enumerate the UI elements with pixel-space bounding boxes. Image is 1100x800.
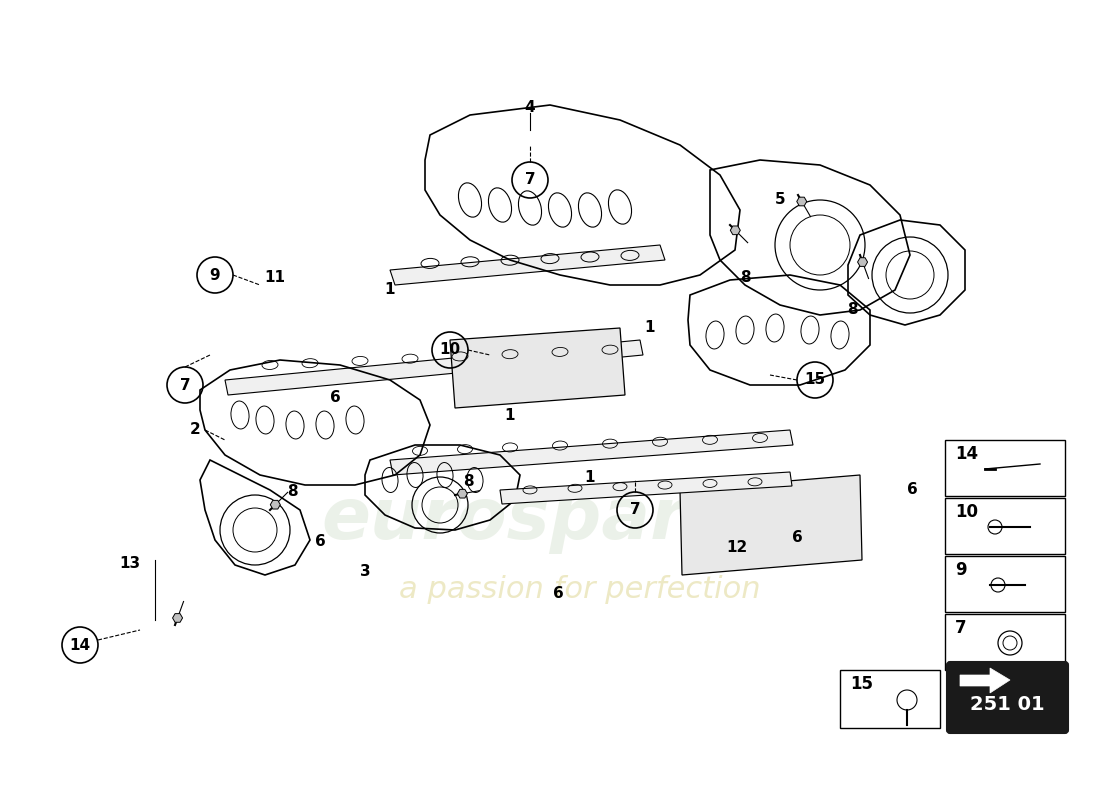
Polygon shape xyxy=(271,500,281,509)
Text: 1: 1 xyxy=(385,282,395,298)
Text: 9: 9 xyxy=(210,267,220,282)
Text: 1: 1 xyxy=(585,470,595,486)
Bar xyxy=(945,556,1065,612)
Text: 14: 14 xyxy=(955,445,978,463)
Text: eurospares: eurospares xyxy=(321,486,779,554)
Polygon shape xyxy=(730,226,740,234)
Text: 2: 2 xyxy=(189,422,200,438)
Text: 5: 5 xyxy=(774,193,785,207)
Text: 8: 8 xyxy=(463,474,473,490)
Text: 10: 10 xyxy=(955,503,978,521)
Text: 6: 6 xyxy=(330,390,340,406)
FancyBboxPatch shape xyxy=(947,662,1068,733)
Text: 6: 6 xyxy=(906,482,917,498)
Polygon shape xyxy=(450,328,625,408)
Polygon shape xyxy=(960,668,1010,693)
Text: 14: 14 xyxy=(69,638,90,653)
Text: 3: 3 xyxy=(360,565,371,579)
Text: 6: 6 xyxy=(315,534,326,550)
Text: 1: 1 xyxy=(505,407,515,422)
Text: 8: 8 xyxy=(739,270,750,286)
Bar xyxy=(945,614,1065,670)
Text: 7: 7 xyxy=(179,378,190,393)
Text: 7: 7 xyxy=(955,619,967,637)
Text: 7: 7 xyxy=(629,502,640,518)
Text: 7: 7 xyxy=(525,173,536,187)
Text: 15: 15 xyxy=(850,675,873,693)
Polygon shape xyxy=(226,340,644,395)
Polygon shape xyxy=(390,245,666,285)
Bar xyxy=(945,440,1065,496)
Polygon shape xyxy=(500,472,792,504)
Text: 4: 4 xyxy=(525,101,536,115)
Text: 8: 8 xyxy=(287,485,297,499)
Polygon shape xyxy=(173,614,183,622)
Text: 10: 10 xyxy=(439,342,461,358)
Polygon shape xyxy=(858,258,868,266)
Text: 12: 12 xyxy=(726,541,748,555)
Polygon shape xyxy=(390,430,793,475)
Text: a passion for perfection: a passion for perfection xyxy=(399,575,761,605)
Bar xyxy=(945,498,1065,554)
Text: 15: 15 xyxy=(804,373,826,387)
Text: 13: 13 xyxy=(120,555,141,570)
Polygon shape xyxy=(458,490,468,498)
Polygon shape xyxy=(796,197,806,206)
Text: 11: 11 xyxy=(264,270,286,286)
Text: 9: 9 xyxy=(955,561,967,579)
Text: 251 01: 251 01 xyxy=(970,695,1044,714)
Text: 6: 6 xyxy=(792,530,802,546)
Text: 8: 8 xyxy=(847,302,857,318)
Text: 1: 1 xyxy=(645,321,656,335)
Polygon shape xyxy=(680,475,862,575)
Text: 6: 6 xyxy=(552,586,563,601)
Bar xyxy=(840,670,940,728)
